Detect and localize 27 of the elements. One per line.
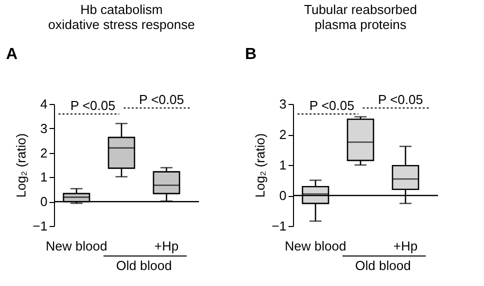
y-tick-label: 3	[40, 120, 48, 136]
x-tick-label: New blood	[46, 238, 108, 254]
y-tick-label: −1	[272, 218, 286, 234]
text: B	[245, 46, 257, 63]
y-tick-label: 3	[279, 96, 286, 112]
annotation: P <0.05	[70, 98, 116, 113]
y-tick-label: 4	[40, 96, 48, 112]
y-tick-label: 2	[279, 127, 286, 142]
y-tick-label: 1	[40, 170, 48, 185]
y-axis-title: Log₂ (ratio)	[252, 133, 268, 198]
x-tick-label: +Hp	[154, 238, 179, 254]
y-axis-title: Log₂ (ratio)	[14, 133, 29, 198]
annotation: P <0.05	[378, 92, 423, 107]
annotation: P <0.05	[139, 92, 184, 107]
x-tick-label: New blood	[284, 238, 346, 254]
y-tick-label: 1	[279, 158, 286, 172]
y-tick-label: 0	[279, 188, 286, 203]
text: A	[6, 46, 18, 63]
chart-title: Hb catabolism oxidative stress response	[48, 2, 195, 32]
y-tick-label: 2	[40, 145, 48, 160]
chart-title: Tubular reabsorbed plasma proteins	[304, 2, 417, 32]
x-tick-label: +Hp	[393, 238, 418, 254]
y-tick-label: −1	[32, 218, 48, 234]
y-tick-label: 0	[40, 194, 48, 210]
text: Old blood	[116, 258, 172, 273]
text: Old blood	[355, 258, 411, 273]
annotation: P <0.05	[309, 98, 354, 113]
